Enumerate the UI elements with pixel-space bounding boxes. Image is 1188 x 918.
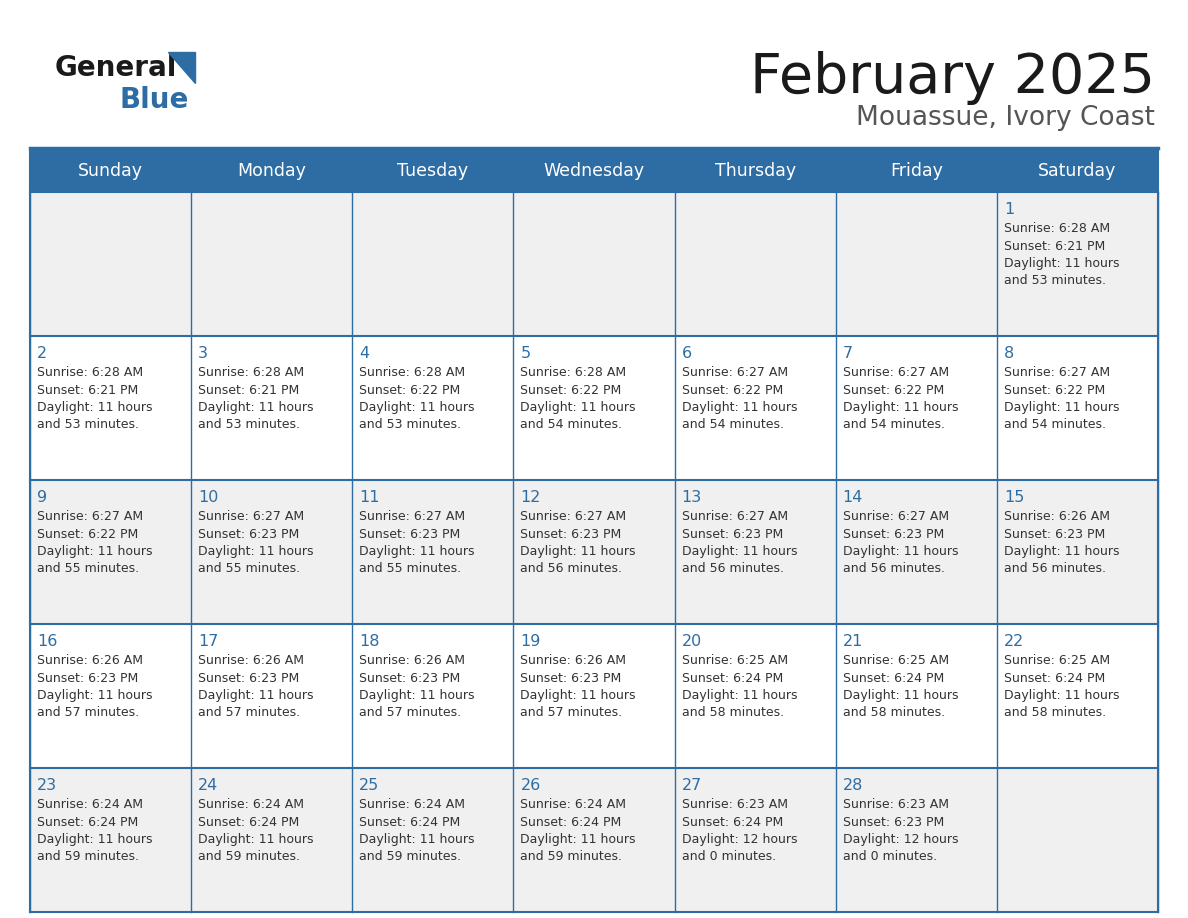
Text: Saturday: Saturday: [1038, 162, 1117, 180]
Text: 21: 21: [842, 634, 864, 649]
Text: 5: 5: [520, 346, 531, 361]
Text: Sunrise: 6:27 AM
Sunset: 6:22 PM
Daylight: 11 hours
and 55 minutes.: Sunrise: 6:27 AM Sunset: 6:22 PM Dayligh…: [37, 510, 152, 576]
Text: 3: 3: [198, 346, 208, 361]
Bar: [30, 624, 1158, 768]
Text: Sunrise: 6:23 AM
Sunset: 6:23 PM
Daylight: 12 hours
and 0 minutes.: Sunrise: 6:23 AM Sunset: 6:23 PM Dayligh…: [842, 798, 959, 864]
Text: Sunrise: 6:25 AM
Sunset: 6:24 PM
Daylight: 11 hours
and 58 minutes.: Sunrise: 6:25 AM Sunset: 6:24 PM Dayligh…: [1004, 654, 1119, 720]
Polygon shape: [168, 52, 195, 83]
Bar: [30, 150, 191, 192]
Text: Monday: Monday: [238, 162, 307, 180]
Text: Sunrise: 6:24 AM
Sunset: 6:24 PM
Daylight: 11 hours
and 59 minutes.: Sunrise: 6:24 AM Sunset: 6:24 PM Dayligh…: [37, 798, 152, 864]
Text: Sunrise: 6:25 AM
Sunset: 6:24 PM
Daylight: 11 hours
and 58 minutes.: Sunrise: 6:25 AM Sunset: 6:24 PM Dayligh…: [842, 654, 959, 720]
Bar: [30, 480, 1158, 624]
Text: 6: 6: [682, 346, 691, 361]
Bar: [353, 150, 513, 192]
Text: Sunrise: 6:28 AM
Sunset: 6:22 PM
Daylight: 11 hours
and 54 minutes.: Sunrise: 6:28 AM Sunset: 6:22 PM Dayligh…: [520, 366, 636, 431]
Bar: [191, 150, 353, 192]
Bar: [835, 150, 997, 192]
Text: Thursday: Thursday: [714, 162, 796, 180]
Text: Sunrise: 6:28 AM
Sunset: 6:22 PM
Daylight: 11 hours
and 53 minutes.: Sunrise: 6:28 AM Sunset: 6:22 PM Dayligh…: [359, 366, 475, 431]
Text: Sunrise: 6:27 AM
Sunset: 6:23 PM
Daylight: 11 hours
and 55 minutes.: Sunrise: 6:27 AM Sunset: 6:23 PM Dayligh…: [359, 510, 475, 576]
Text: Mouassue, Ivory Coast: Mouassue, Ivory Coast: [857, 105, 1155, 131]
Text: Wednesday: Wednesday: [543, 162, 645, 180]
Text: Sunrise: 6:26 AM
Sunset: 6:23 PM
Daylight: 11 hours
and 57 minutes.: Sunrise: 6:26 AM Sunset: 6:23 PM Dayligh…: [37, 654, 152, 720]
Text: Sunrise: 6:24 AM
Sunset: 6:24 PM
Daylight: 11 hours
and 59 minutes.: Sunrise: 6:24 AM Sunset: 6:24 PM Dayligh…: [520, 798, 636, 864]
Text: 12: 12: [520, 490, 541, 505]
Text: Sunrise: 6:26 AM
Sunset: 6:23 PM
Daylight: 11 hours
and 57 minutes.: Sunrise: 6:26 AM Sunset: 6:23 PM Dayligh…: [198, 654, 314, 720]
Text: Blue: Blue: [120, 86, 189, 114]
Text: Sunrise: 6:27 AM
Sunset: 6:22 PM
Daylight: 11 hours
and 54 minutes.: Sunrise: 6:27 AM Sunset: 6:22 PM Dayligh…: [842, 366, 959, 431]
Text: 16: 16: [37, 634, 57, 649]
Text: Sunrise: 6:26 AM
Sunset: 6:23 PM
Daylight: 11 hours
and 57 minutes.: Sunrise: 6:26 AM Sunset: 6:23 PM Dayligh…: [359, 654, 475, 720]
Text: 18: 18: [359, 634, 380, 649]
Text: 7: 7: [842, 346, 853, 361]
Text: 8: 8: [1004, 346, 1015, 361]
Text: Sunrise: 6:24 AM
Sunset: 6:24 PM
Daylight: 11 hours
and 59 minutes.: Sunrise: 6:24 AM Sunset: 6:24 PM Dayligh…: [198, 798, 314, 864]
Bar: [675, 150, 835, 192]
Text: February 2025: February 2025: [750, 51, 1155, 105]
Text: Sunrise: 6:27 AM
Sunset: 6:22 PM
Daylight: 11 hours
and 54 minutes.: Sunrise: 6:27 AM Sunset: 6:22 PM Dayligh…: [682, 366, 797, 431]
Text: 9: 9: [37, 490, 48, 505]
Text: 25: 25: [359, 778, 379, 793]
Text: Sunrise: 6:25 AM
Sunset: 6:24 PM
Daylight: 11 hours
and 58 minutes.: Sunrise: 6:25 AM Sunset: 6:24 PM Dayligh…: [682, 654, 797, 720]
Text: Sunrise: 6:27 AM
Sunset: 6:23 PM
Daylight: 11 hours
and 55 minutes.: Sunrise: 6:27 AM Sunset: 6:23 PM Dayligh…: [198, 510, 314, 576]
Text: 17: 17: [198, 634, 219, 649]
Text: Sunrise: 6:27 AM
Sunset: 6:23 PM
Daylight: 11 hours
and 56 minutes.: Sunrise: 6:27 AM Sunset: 6:23 PM Dayligh…: [842, 510, 959, 576]
Text: 11: 11: [359, 490, 380, 505]
Text: Sunrise: 6:27 AM
Sunset: 6:22 PM
Daylight: 11 hours
and 54 minutes.: Sunrise: 6:27 AM Sunset: 6:22 PM Dayligh…: [1004, 366, 1119, 431]
Text: 24: 24: [198, 778, 219, 793]
Text: 2: 2: [37, 346, 48, 361]
Text: Tuesday: Tuesday: [397, 162, 468, 180]
Text: Sunrise: 6:28 AM
Sunset: 6:21 PM
Daylight: 11 hours
and 53 minutes.: Sunrise: 6:28 AM Sunset: 6:21 PM Dayligh…: [37, 366, 152, 431]
Text: 10: 10: [198, 490, 219, 505]
Text: Sunrise: 6:27 AM
Sunset: 6:23 PM
Daylight: 11 hours
and 56 minutes.: Sunrise: 6:27 AM Sunset: 6:23 PM Dayligh…: [682, 510, 797, 576]
Bar: [997, 150, 1158, 192]
Text: 15: 15: [1004, 490, 1024, 505]
Text: Sunrise: 6:28 AM
Sunset: 6:21 PM
Daylight: 11 hours
and 53 minutes.: Sunrise: 6:28 AM Sunset: 6:21 PM Dayligh…: [198, 366, 314, 431]
Text: Friday: Friday: [890, 162, 943, 180]
Text: Sunrise: 6:27 AM
Sunset: 6:23 PM
Daylight: 11 hours
and 56 minutes.: Sunrise: 6:27 AM Sunset: 6:23 PM Dayligh…: [520, 510, 636, 576]
Text: General: General: [55, 54, 177, 82]
Text: 13: 13: [682, 490, 702, 505]
Text: Sunrise: 6:26 AM
Sunset: 6:23 PM
Daylight: 11 hours
and 56 minutes.: Sunrise: 6:26 AM Sunset: 6:23 PM Dayligh…: [1004, 510, 1119, 576]
Text: 22: 22: [1004, 634, 1024, 649]
Text: Sunday: Sunday: [78, 162, 143, 180]
Text: 1: 1: [1004, 202, 1015, 217]
Text: 4: 4: [359, 346, 369, 361]
Text: 23: 23: [37, 778, 57, 793]
Text: 20: 20: [682, 634, 702, 649]
Text: 26: 26: [520, 778, 541, 793]
Text: 19: 19: [520, 634, 541, 649]
Text: Sunrise: 6:24 AM
Sunset: 6:24 PM
Daylight: 11 hours
and 59 minutes.: Sunrise: 6:24 AM Sunset: 6:24 PM Dayligh…: [359, 798, 475, 864]
Text: 14: 14: [842, 490, 864, 505]
Bar: [30, 768, 1158, 912]
Text: Sunrise: 6:26 AM
Sunset: 6:23 PM
Daylight: 11 hours
and 57 minutes.: Sunrise: 6:26 AM Sunset: 6:23 PM Dayligh…: [520, 654, 636, 720]
Text: 27: 27: [682, 778, 702, 793]
Text: Sunrise: 6:23 AM
Sunset: 6:24 PM
Daylight: 12 hours
and 0 minutes.: Sunrise: 6:23 AM Sunset: 6:24 PM Dayligh…: [682, 798, 797, 864]
Text: 28: 28: [842, 778, 864, 793]
Text: Sunrise: 6:28 AM
Sunset: 6:21 PM
Daylight: 11 hours
and 53 minutes.: Sunrise: 6:28 AM Sunset: 6:21 PM Dayligh…: [1004, 222, 1119, 287]
Bar: [513, 150, 675, 192]
Bar: [30, 192, 1158, 336]
Bar: [30, 336, 1158, 480]
